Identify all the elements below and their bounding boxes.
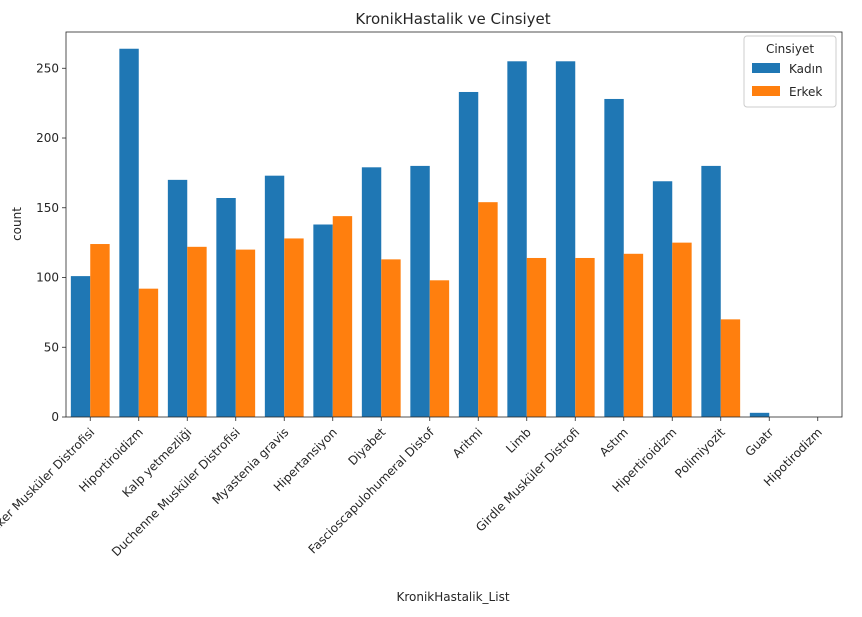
bar-erkek-4 <box>284 238 304 417</box>
bar-kadin-6 <box>361 167 382 417</box>
legend-swatch-erkek <box>752 86 780 96</box>
bar-erkek-0 <box>90 244 110 417</box>
bar-erkek-8 <box>478 202 498 417</box>
y-tick-label: 50 <box>44 340 59 354</box>
bar-erkek-13 <box>720 319 741 417</box>
y-tick-label: 0 <box>51 410 59 424</box>
bar-kadin-4 <box>264 175 285 417</box>
y-tick-label: 200 <box>36 131 59 145</box>
bar-erkek-7 <box>429 280 450 417</box>
bar-kadin-8 <box>458 91 479 417</box>
plot-frame <box>65 31 843 418</box>
bar-erkek-12 <box>672 242 692 417</box>
chart-title: KronikHastalik ve Cinsiyet <box>355 10 550 28</box>
bar-erkek-6 <box>381 259 401 417</box>
bar-kadin-10 <box>555 61 576 417</box>
x-tick-label: Girdle Musküler Distrofi <box>473 425 582 534</box>
x-tick-label: Polimiyozit <box>672 425 728 481</box>
x-tick-label: Limb <box>503 425 534 456</box>
bar-kadin-0 <box>70 276 91 417</box>
legend-label-erkek: Erkek <box>789 85 822 99</box>
bar-kadin-1 <box>119 48 139 418</box>
bar-kadin-14 <box>749 412 770 417</box>
x-tick-label: Diyabet <box>345 425 388 468</box>
bar-kadin-2 <box>167 179 188 417</box>
bar-erkek-10 <box>575 257 595 417</box>
legend-swatch-kadin <box>752 63 780 73</box>
legend: Cinsiyet Kadın Erkek <box>743 35 837 108</box>
x-tick-label: Guatr <box>742 425 776 459</box>
x-tick-label: Aritmi <box>450 425 486 461</box>
y-tick-label: 150 <box>36 201 59 215</box>
y-axis-label: count <box>10 207 24 241</box>
x-tick-label: Astım <box>597 425 631 459</box>
bar-kadin-11 <box>604 98 624 418</box>
bar-kadin-12 <box>652 181 673 417</box>
bars-group <box>70 48 770 418</box>
bar-erkek-5 <box>332 216 353 417</box>
bar-kadin-9 <box>507 61 527 417</box>
bar-kadin-7 <box>410 165 430 417</box>
bar-kadin-5 <box>313 224 333 417</box>
bar-kadin-13 <box>701 165 721 417</box>
bar-erkek-11 <box>623 253 644 417</box>
bar-erkek-9 <box>526 257 547 417</box>
bar-kadin-3 <box>216 198 236 417</box>
legend-title: Cinsiyet <box>766 42 814 56</box>
x-axis-label: KronikHastalik_List <box>396 590 509 604</box>
bar-erkek-1 <box>138 288 159 417</box>
y-tick-label: 100 <box>36 271 59 285</box>
y-tick-label: 250 <box>36 61 59 75</box>
bar-erkek-3 <box>235 249 256 417</box>
legend-label-kadin: Kadın <box>789 62 823 76</box>
bar-erkek-2 <box>187 246 207 417</box>
